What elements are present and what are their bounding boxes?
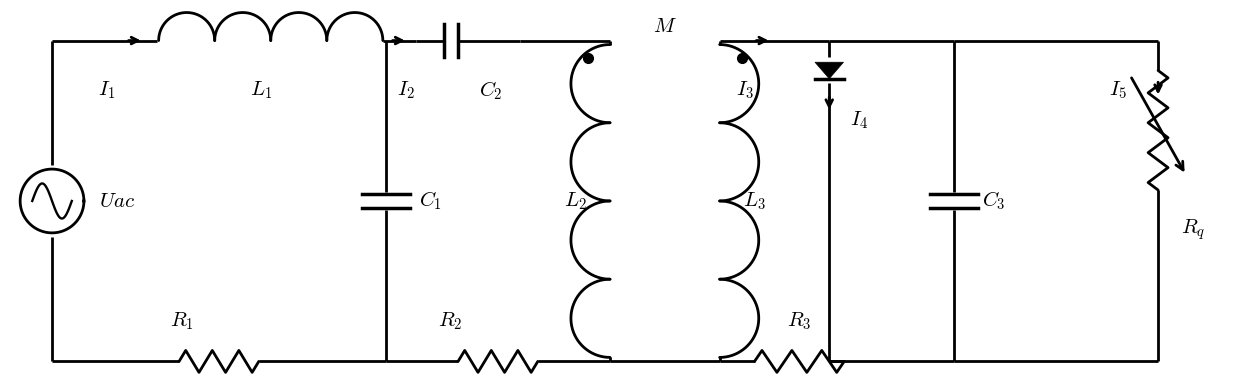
- Text: $R_q$: $R_q$: [1180, 218, 1205, 242]
- Text: $I_4$: $I_4$: [851, 110, 868, 131]
- Text: $R_1$: $R_1$: [170, 311, 193, 332]
- Text: $C_1$: $C_1$: [419, 190, 443, 212]
- Text: $R_3$: $R_3$: [787, 311, 811, 332]
- Text: $R_2$: $R_2$: [439, 311, 463, 332]
- Text: $I_3$: $I_3$: [735, 80, 754, 101]
- Text: $C_3$: $C_3$: [982, 190, 1006, 212]
- Text: $L_1$: $L_1$: [250, 80, 273, 101]
- Text: $I_1$: $I_1$: [98, 80, 115, 101]
- Text: $I_2$: $I_2$: [397, 80, 414, 101]
- Text: $L_2$: $L_2$: [564, 190, 587, 212]
- Text: $M$: $M$: [653, 16, 677, 35]
- Text: $C_2$: $C_2$: [479, 79, 502, 102]
- Text: $L_3$: $L_3$: [743, 190, 766, 212]
- Polygon shape: [815, 62, 843, 79]
- Text: $I_5$: $I_5$: [1110, 80, 1127, 101]
- Text: $Uac$: $Uac$: [99, 191, 135, 211]
